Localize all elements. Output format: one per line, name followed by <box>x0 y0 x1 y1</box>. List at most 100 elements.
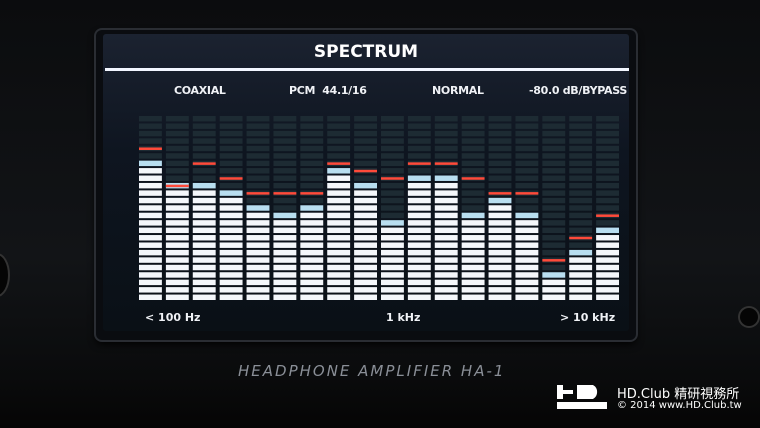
lit-segment <box>139 272 162 278</box>
peak-marker <box>542 259 566 262</box>
lit-segment <box>569 249 593 256</box>
peak-marker <box>300 192 324 195</box>
lit-segment <box>219 279 243 286</box>
unlit-segment <box>219 123 243 129</box>
unlit-segment <box>165 153 189 159</box>
unlit-segment <box>192 116 216 122</box>
unlit-segment <box>300 182 324 189</box>
unlit-segment <box>407 145 431 152</box>
watermark-line1: HD.Club 精研視務所 <box>617 387 740 402</box>
unlit-segment <box>139 153 162 159</box>
unlit-segment <box>139 138 162 144</box>
lit-segment <box>246 205 270 211</box>
unlit-segment <box>596 182 619 189</box>
unlit-segment <box>192 153 216 159</box>
unlit-segment <box>488 130 512 137</box>
left-knob <box>0 255 8 295</box>
lit-segment <box>354 212 377 219</box>
unlit-segment <box>461 160 485 167</box>
lit-segment <box>596 272 619 278</box>
unlit-segment <box>219 116 243 122</box>
unlit-segment <box>273 205 297 211</box>
lit-segment <box>569 264 593 271</box>
unlit-segment <box>192 145 216 152</box>
screen-title: SPECTRUM <box>313 42 419 62</box>
unlit-segment <box>354 160 377 167</box>
lit-segment <box>139 249 162 256</box>
unlit-segment <box>192 138 216 144</box>
lit-segment <box>461 257 485 263</box>
unlit-segment <box>327 138 351 144</box>
unlit-segment <box>515 145 539 152</box>
unlit-segment <box>569 116 593 122</box>
unlit-segment <box>542 264 566 271</box>
unlit-segment <box>542 138 566 144</box>
unlit-segment <box>165 168 189 174</box>
unlit-segment <box>273 145 297 152</box>
unlit-segment <box>515 138 539 144</box>
lit-segment <box>515 294 539 300</box>
lit-segment <box>300 227 324 234</box>
unlit-segment <box>569 197 593 204</box>
unlit-segment <box>488 175 512 181</box>
lit-segment <box>219 257 243 263</box>
unlit-segment <box>596 205 619 211</box>
band-2 <box>165 116 189 300</box>
peak-marker <box>515 192 539 195</box>
lit-segment <box>488 220 512 226</box>
unlit-segment <box>596 220 619 226</box>
lit-segment <box>139 257 162 263</box>
lit-segment <box>542 294 566 300</box>
unlit-segment <box>542 160 566 167</box>
unlit-segment <box>246 153 270 159</box>
unlit-segment <box>569 123 593 129</box>
unlit-segment <box>354 138 377 144</box>
lit-segment <box>434 182 458 189</box>
unlit-segment <box>354 116 377 122</box>
unlit-segment <box>569 160 593 167</box>
unlit-segment <box>300 160 324 167</box>
unlit-segment <box>488 116 512 122</box>
unlit-segment <box>569 182 593 189</box>
unlit-segment <box>596 175 619 181</box>
lit-segment <box>354 249 377 256</box>
lit-segment <box>461 279 485 286</box>
unlit-segment <box>569 205 593 211</box>
lit-segment <box>488 242 512 248</box>
peak-marker <box>219 177 243 180</box>
right-jack <box>740 308 758 326</box>
volume-readout: -80.0 dB/BYPASS <box>529 84 627 97</box>
lit-segment <box>381 287 404 293</box>
unlit-segment <box>273 138 297 144</box>
unlit-segment <box>327 123 351 129</box>
unlit-segment <box>354 153 377 159</box>
lit-segment <box>461 249 485 256</box>
lit-segment <box>434 220 458 226</box>
lit-segment <box>488 272 512 278</box>
unlit-segment <box>542 123 566 129</box>
unlit-segment <box>542 220 566 226</box>
unlit-segment <box>246 175 270 181</box>
lit-segment <box>488 249 512 256</box>
lit-segment <box>219 205 243 211</box>
unlit-segment <box>300 116 324 122</box>
unlit-segment <box>542 249 566 256</box>
lit-segment <box>300 212 324 219</box>
unlit-segment <box>542 235 566 241</box>
unlit-segment <box>273 168 297 174</box>
watermark-line2: © 2014 www.HD.Club.tw <box>617 400 742 411</box>
lit-segment <box>165 287 189 293</box>
lit-segment <box>515 227 539 234</box>
input-source: COAXIAL <box>174 84 226 97</box>
lit-segment <box>273 249 297 256</box>
lit-segment <box>381 249 404 256</box>
lit-segment <box>139 279 162 286</box>
lit-segment <box>192 197 216 204</box>
lit-segment <box>354 182 377 189</box>
lit-segment <box>596 235 619 241</box>
unlit-segment <box>461 123 485 129</box>
band-3 <box>192 116 216 300</box>
unlit-segment <box>434 138 458 144</box>
peak-marker <box>381 177 404 180</box>
lit-segment <box>461 287 485 293</box>
